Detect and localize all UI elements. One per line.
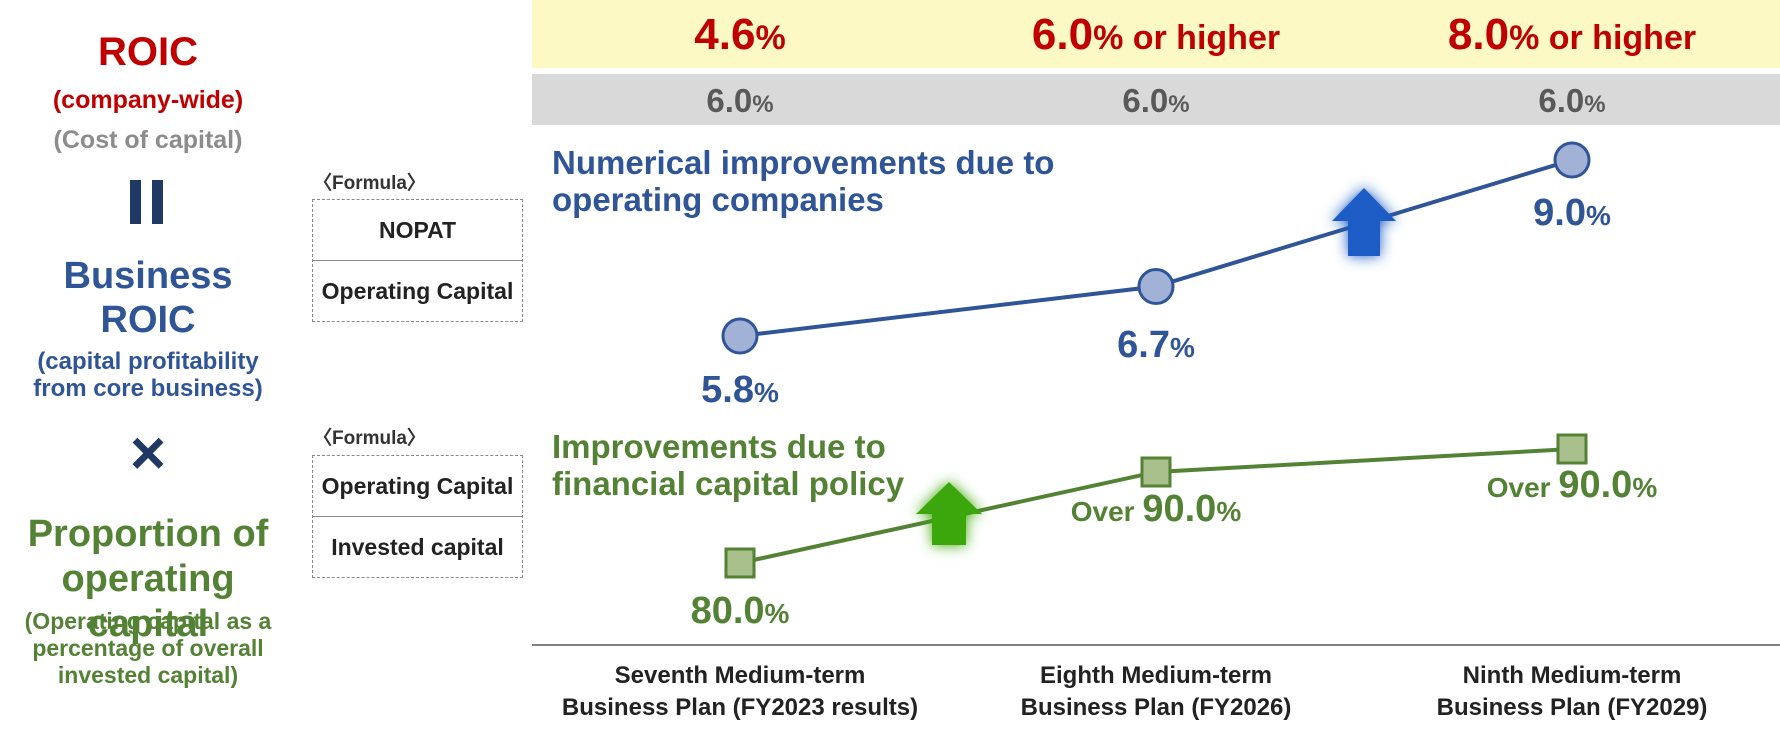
data-point [1140,456,1172,488]
data-point [721,317,759,355]
roic-target-value: 4.6% [694,10,786,59]
improvement-arrow-icon [916,482,982,545]
formula-label: 〈Formula〉 [313,173,426,194]
data-point [724,547,756,579]
roic-title: ROIC [98,30,198,74]
equals-symbol: = [130,180,164,224]
cost-of-capital-band: 6.0% 6.0% 6.0% [532,74,1780,125]
business-roic-title: Business ROIC [63,255,233,341]
x-tick-label: Seventh Medium-term Business Plan (FY2023… [561,662,919,721]
data-label: 5.8% [701,369,779,411]
roic-target-value: 8.0% or higher [1447,10,1697,59]
series-annotation: Improvements due to financial capital po… [552,428,905,502]
x-tick-label: Ninth Medium-term Business Plan (FY2029) [1436,662,1708,721]
data-point [1553,141,1591,179]
formula-box-proportion: Operating Capital Invested capital [312,455,523,578]
x-tick-label: Eighth Medium-term Business Plan (FY2026) [1020,662,1292,721]
cost-of-capital-label: (Cost of capital) [53,126,243,154]
cost-of-capital-value: 6.0% [706,82,774,119]
roic-target-band: 4.6% 6.0% or higher 8.0% or higher [532,0,1780,68]
data-point [1556,433,1588,465]
times-symbol: × [129,419,167,488]
proportion-series [724,433,1588,579]
series-annotation: Numerical improvements due to operating … [552,144,1055,218]
formula-label: 〈Formula〉 [313,428,426,449]
formula-box-business-roic: NOPAT Operating Capital [312,199,523,322]
business-roic-subtitle: (capital profitability from core busines… [33,348,263,402]
cost-of-capital-value: 6.0% [1538,82,1606,119]
improvement-arrow-icon [1332,188,1396,256]
formula-denominator: Operating Capital [313,260,522,321]
data-label: 6.7% [1117,324,1195,366]
data-label: Over 90.0% [1486,464,1658,506]
data-label: 9.0% [1533,192,1611,234]
proportion-subtitle: (Operating capital as a percentage of ov… [24,608,272,688]
formula-numerator: Operating Capital [321,472,514,499]
formula-numerator: NOPAT [378,216,457,243]
formula-denominator: Invested capital [313,516,522,577]
roic-target-value: 6.0% or higher [1031,10,1281,59]
data-label: Over 90.0% [1070,488,1242,530]
proportion-title: Proportion of operating capital [27,513,269,645]
roic-subtitle: (company-wide) [52,86,244,114]
left-legend: ROIC (company-wide) (Cost of capital) = … [0,0,296,730]
cost-of-capital-value: 6.0% [1122,82,1190,119]
data-label: 80.0% [690,590,790,632]
data-point [1137,268,1175,305]
business-roic-series [721,141,1591,355]
